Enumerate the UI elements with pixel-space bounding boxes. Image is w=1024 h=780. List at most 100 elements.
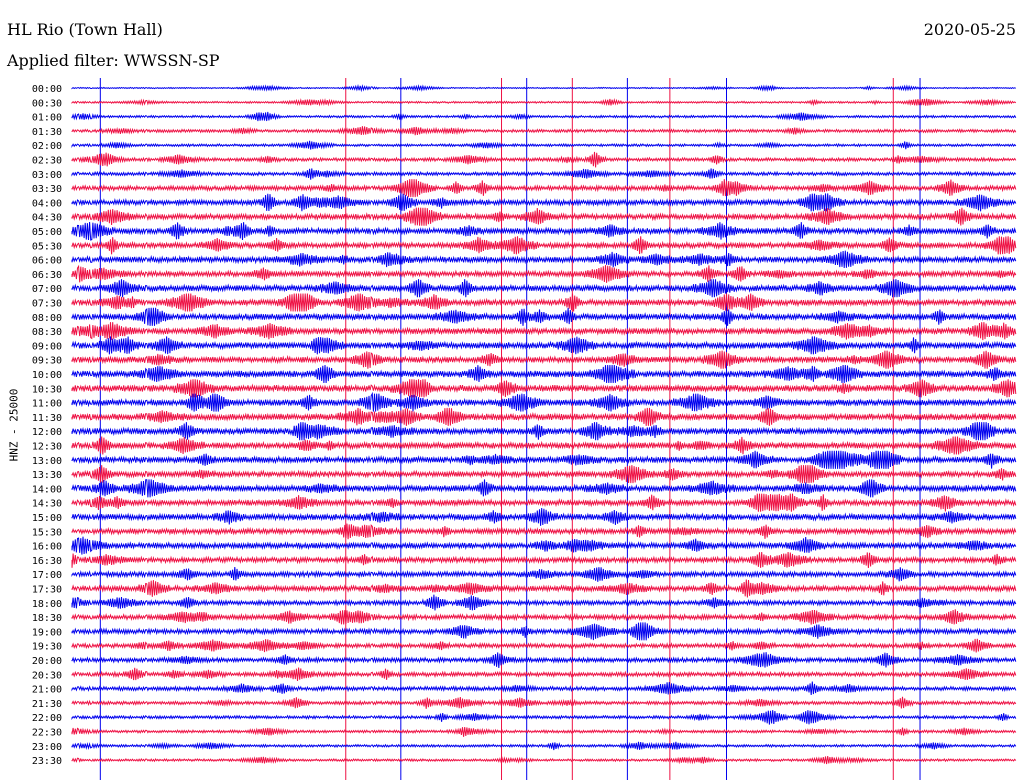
row-time-label: 09:00	[32, 341, 62, 352]
trace-row	[71, 536, 1017, 555]
trace-row	[71, 507, 1017, 526]
trace-row	[71, 322, 1017, 341]
row-time-label: 05:00	[32, 227, 62, 238]
row-time-label: 12:30	[32, 442, 62, 453]
row-time-label: 18:30	[32, 613, 62, 624]
row-time-label: 03:30	[32, 184, 62, 195]
row-time-label: 09:30	[32, 356, 62, 367]
row-time-label: 03:00	[32, 170, 62, 181]
trace-row	[71, 407, 1017, 426]
trace-row	[71, 726, 1017, 737]
trace-row	[71, 307, 1017, 326]
row-time-label: 18:00	[32, 599, 62, 610]
trace-row	[71, 250, 1017, 269]
row-time-label: 06:00	[32, 256, 62, 267]
row-time-label: 01:00	[32, 113, 62, 124]
trace-row	[71, 551, 1017, 569]
trace-row	[71, 681, 1017, 696]
row-time-label: 08:00	[32, 313, 62, 324]
row-time-label: 16:00	[32, 542, 62, 553]
trace-row	[71, 264, 1017, 283]
row-time-label: 19:30	[32, 642, 62, 653]
row-time-label: 19:00	[32, 627, 62, 638]
row-time-label: 15:00	[32, 513, 62, 524]
trace-row	[71, 422, 1017, 441]
trace-row	[71, 493, 1017, 512]
row-time-label: 21:00	[32, 685, 62, 696]
trace-row	[71, 111, 1017, 122]
trace-row	[71, 168, 1017, 180]
trace-row	[71, 594, 1017, 611]
date-label: 2020-05-25	[923, 20, 1016, 39]
trace-row	[71, 523, 1017, 540]
trace-row	[71, 741, 1017, 751]
row-time-label: 17:30	[32, 585, 62, 596]
row-time-label: 01:30	[32, 127, 62, 138]
row-time-label: 08:30	[32, 327, 62, 338]
row-time-labels: 00:00 00:30 01:00 01:30 02:00 02:30 03:00 03:30…	[32, 84, 62, 767]
trace-row	[71, 207, 1017, 226]
trace-row	[71, 622, 1017, 641]
trace-row	[71, 350, 1017, 369]
row-time-label: 15:30	[32, 527, 62, 538]
trace-row	[71, 126, 1017, 136]
trace-row	[71, 566, 1017, 582]
row-time-label: 12:00	[32, 427, 62, 438]
seismic-traces	[71, 83, 1017, 765]
row-time-label: 07:00	[32, 284, 62, 295]
trace-row	[71, 638, 1017, 653]
row-time-label: 17:00	[32, 570, 62, 581]
row-time-label: 23:30	[32, 756, 62, 767]
station-title: HL Rio (Town Hall)	[7, 20, 163, 39]
trace-row	[71, 179, 1017, 198]
row-time-label: 10:30	[32, 384, 62, 395]
row-time-label: 06:30	[32, 270, 62, 281]
trace-row	[71, 379, 1017, 398]
trace-row	[71, 279, 1017, 298]
trace-row	[71, 193, 1017, 212]
row-time-label: 14:30	[32, 499, 62, 510]
row-time-label: 16:30	[32, 556, 62, 567]
trace-row	[71, 579, 1017, 598]
trace-row	[71, 140, 1017, 150]
row-time-label: 22:30	[32, 728, 62, 739]
trace-row	[71, 364, 1017, 384]
trace-row	[71, 756, 1017, 765]
trace-row	[71, 336, 1017, 355]
trace-row	[71, 652, 1017, 669]
trace-row	[71, 391, 1017, 412]
filter-label: Applied filter: WWSSN-SP	[7, 51, 220, 70]
row-time-label: 00:00	[32, 84, 62, 95]
row-time-label: 20:30	[32, 670, 62, 681]
row-time-label: 07:30	[32, 299, 62, 310]
row-time-label: 11:00	[32, 399, 62, 410]
row-time-label: 11:30	[32, 413, 62, 424]
trace-row	[71, 710, 1017, 725]
row-time-label: 02:00	[32, 141, 62, 152]
trace-row	[71, 221, 1017, 241]
row-time-label: 13:00	[32, 456, 62, 467]
trace-row	[71, 151, 1017, 168]
row-time-label: 04:30	[32, 213, 62, 224]
row-time-label: 05:30	[32, 241, 62, 252]
row-time-label: 21:30	[32, 699, 62, 710]
trace-row	[71, 667, 1017, 681]
trace-row	[71, 479, 1017, 498]
trace-row	[71, 609, 1017, 625]
trace-row	[71, 450, 1017, 469]
row-time-label: 23:00	[32, 742, 62, 753]
row-time-label: 13:30	[32, 470, 62, 481]
trace-row	[71, 98, 1017, 107]
row-time-label: 20:00	[32, 656, 62, 667]
row-time-label: 10:00	[32, 370, 62, 381]
trace-row	[71, 465, 1017, 484]
trace-row	[71, 236, 1017, 255]
trace-row	[71, 83, 1017, 93]
trace-row	[71, 436, 1017, 455]
row-time-label: 22:00	[32, 713, 62, 724]
trace-row	[71, 696, 1017, 709]
row-time-label: 14:00	[32, 484, 62, 495]
row-time-label: 00:30	[32, 98, 62, 109]
row-time-label: 02:30	[32, 156, 62, 167]
